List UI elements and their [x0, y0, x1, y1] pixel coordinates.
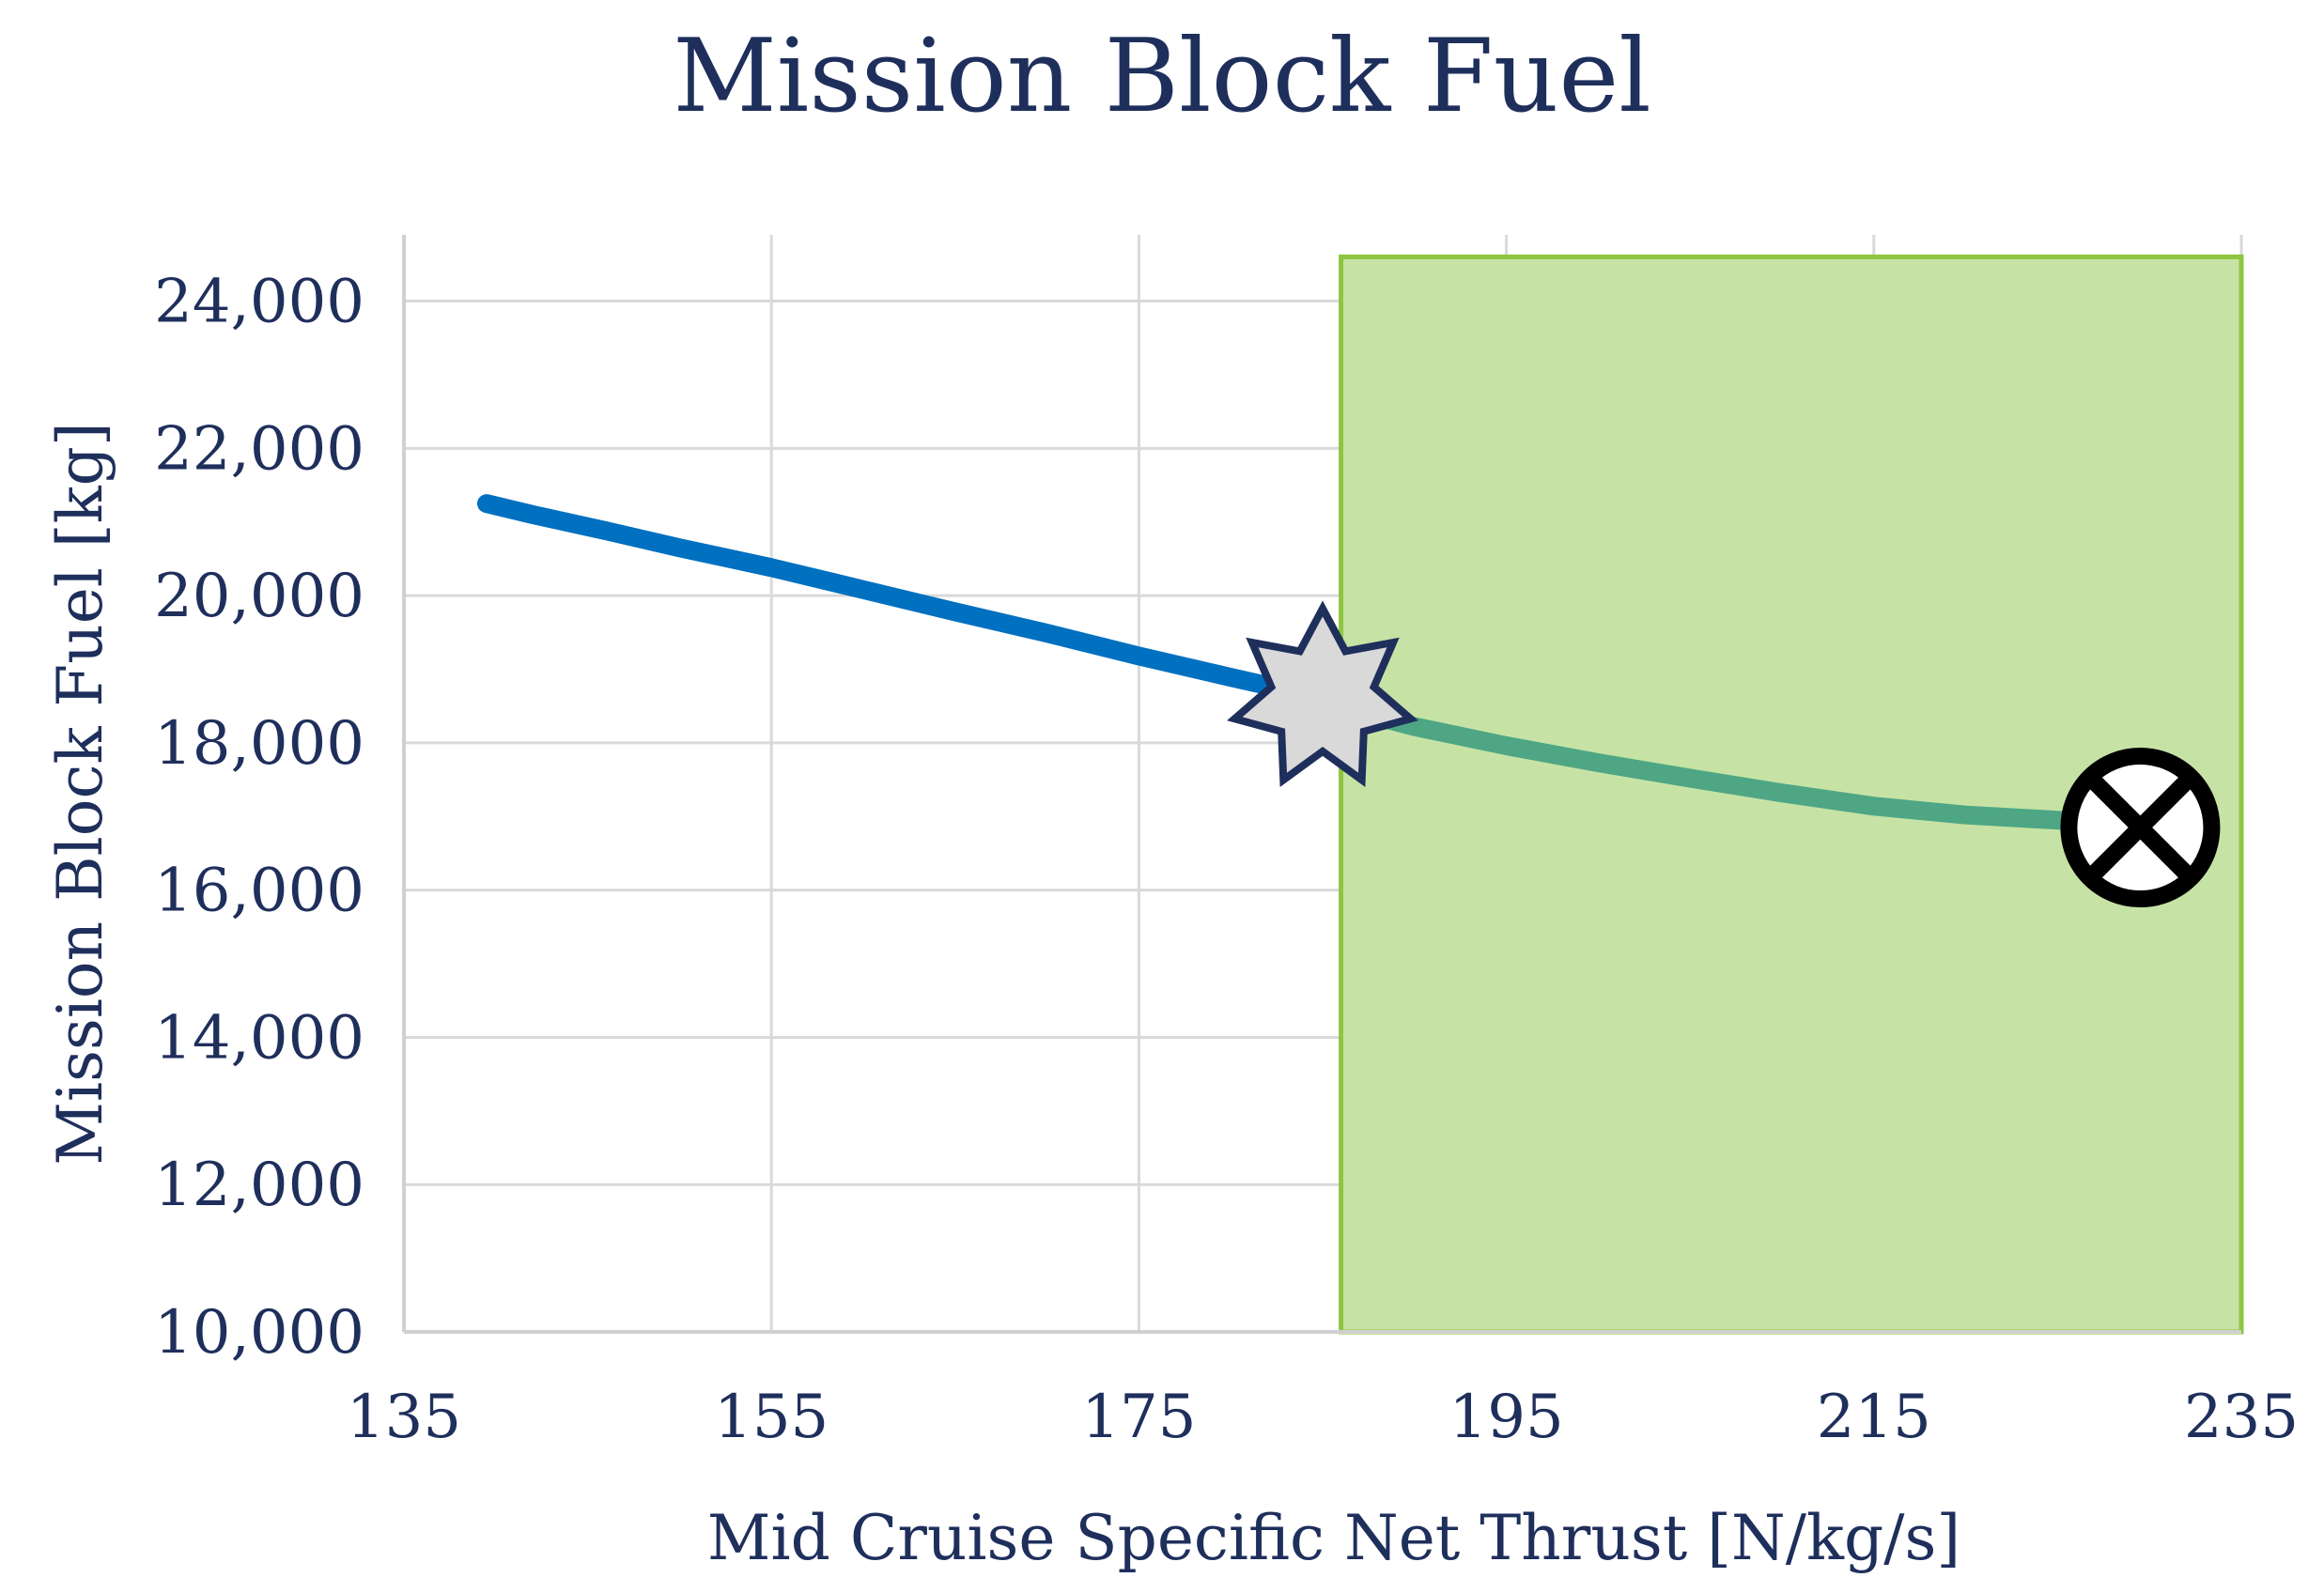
y-tick-label-5: 20,000 [154, 562, 364, 631]
series-line-0 [477, 494, 1332, 708]
axis-layer [402, 235, 2241, 1334]
x-tick-label-0: 135 [347, 1383, 461, 1452]
y-tick-label-6: 22,000 [154, 414, 364, 484]
y-tick-label-7: 24,000 [154, 268, 364, 337]
chart-title: Mission Block Fuel [673, 18, 1651, 135]
x-tick-label-1: 155 [714, 1383, 829, 1452]
marker-layer [1227, 600, 2221, 908]
y-tick-label-3: 16,000 [154, 857, 364, 926]
x-tick-label-3: 195 [1449, 1383, 1564, 1452]
y-tick-label-0: 10,000 [154, 1298, 364, 1368]
y-tick-label-1: 12,000 [154, 1151, 364, 1220]
tick-label-layer: 135 155 175 195 215 235 10,000 12,000 14,000 16,0… [154, 268, 2299, 1452]
x-tick-label-4: 215 [1817, 1383, 1931, 1452]
x-tick-label-5: 235 [2184, 1383, 2299, 1452]
circle-x-marker [2060, 748, 2221, 908]
y-tick-label-4: 18,000 [154, 709, 364, 779]
y-axis-label: Mission Block Fuel [kg] [44, 422, 116, 1165]
x-axis-label: Mid Cruise Specific Net Thrust [N/kg/s] [707, 1502, 1960, 1574]
circle-x-marker-cross-b [2084, 771, 2196, 884]
x-tick-label-2: 175 [1081, 1383, 1196, 1452]
y-tick-label-2: 14,000 [154, 1003, 364, 1073]
star-marker [1227, 600, 1418, 787]
